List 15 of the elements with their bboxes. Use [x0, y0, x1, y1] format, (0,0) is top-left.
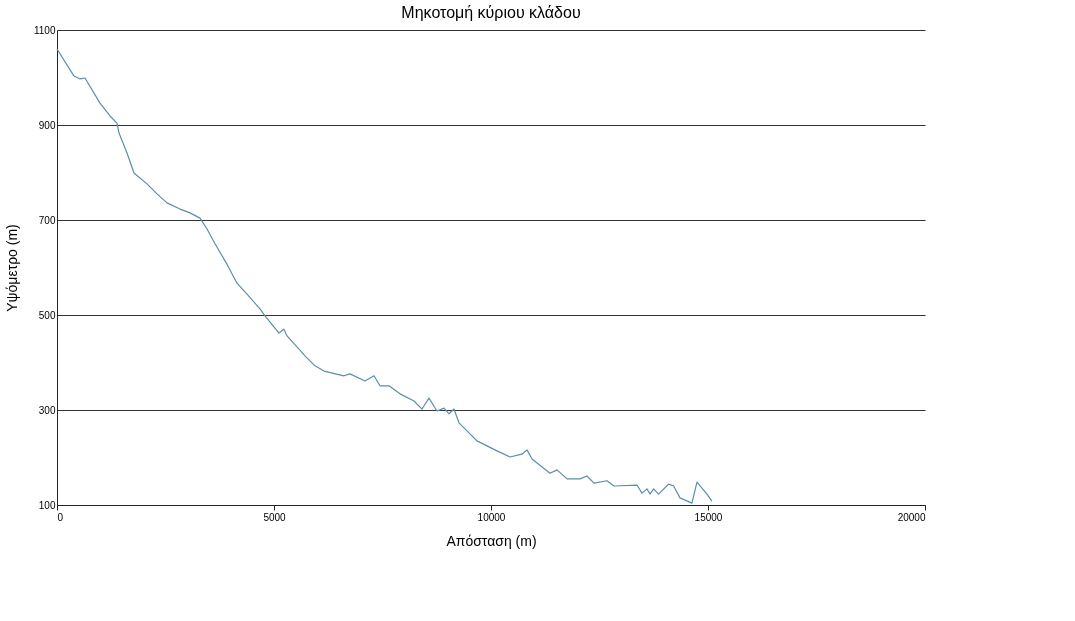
y-tick-label: 500: [38, 309, 56, 321]
y-tick-label: 700: [38, 214, 56, 226]
x-tick-label: 10000: [477, 511, 506, 523]
x-tick-label: 5000: [263, 511, 287, 523]
line-series: [56, 48, 713, 504]
y-tick-label: 900: [38, 119, 56, 131]
chart-title: Μηκοτομή κύριου κλάδου: [401, 4, 581, 21]
y-tick-label: 1100: [33, 24, 56, 36]
x-tick-label: 20000: [897, 511, 926, 523]
y-tick-label: 300: [38, 404, 56, 416]
x-axis-title: Απόσταση (m): [446, 532, 537, 549]
x-tick-label: 15000: [694, 511, 723, 523]
y-tick-label: 100: [38, 499, 56, 511]
x-tick-label: 0: [57, 511, 64, 523]
y-axis-title: Υψόμετρο (m): [4, 224, 20, 312]
